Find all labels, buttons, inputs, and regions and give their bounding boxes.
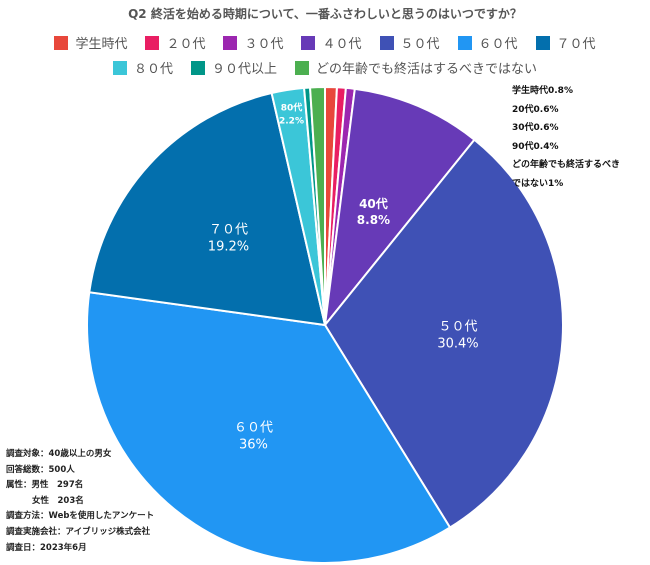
legend-swatch xyxy=(535,35,550,50)
survey-info-line: 調査対象：40歳以上の男女 xyxy=(6,449,112,459)
chart-title: Q2 終活を始める時期について、一番ふさわしいと思うのはいつですか？ xyxy=(128,7,522,21)
pie-slice-4[interactable] xyxy=(323,138,564,529)
legend-item-80s[interactable]: ８０代 xyxy=(112,58,173,77)
legend-item-40s[interactable]: ４０代 xyxy=(301,33,362,52)
pie-slice-9[interactable] xyxy=(308,85,326,326)
callout-line: 学生時代0.8% xyxy=(512,86,573,96)
legend-item-gakusei[interactable]: 学生時代 xyxy=(54,33,127,52)
legend-label: ９０代以上 xyxy=(211,62,277,77)
legend-item-50s[interactable]: ５０代 xyxy=(379,33,440,52)
legend-item-60s[interactable]: ６０代 xyxy=(457,33,518,52)
slice-value: 36% xyxy=(239,438,268,453)
callout-line: 30代0.6% xyxy=(512,123,559,133)
slice-value: 30.4% xyxy=(437,336,478,351)
legend-swatch xyxy=(301,35,316,50)
legend-label: どの年齢でも終活はするべきではない xyxy=(316,62,538,77)
legend-swatch xyxy=(457,35,472,50)
legend-label: ５０代 xyxy=(400,37,440,52)
legend-row-2: ８０代 ９０代以上 どの年齢でも終活はするべきではない xyxy=(0,58,650,77)
survey-info-line: 調査日：2023年6月 xyxy=(6,542,87,553)
legend-item-30s[interactable]: ３０代 xyxy=(223,33,283,52)
legend-swatch xyxy=(190,60,205,75)
survey-info-line: 女性 203名 xyxy=(32,495,84,506)
survey-info-line: 回答総数：500人 xyxy=(6,464,75,475)
legend-label: ６０代 xyxy=(478,37,518,52)
slice-label: 80代 xyxy=(281,101,303,113)
survey-info-line: 調査方法：Webを使用したアンケート xyxy=(6,511,155,522)
callout-line: 20代0.6% xyxy=(512,104,559,115)
slice-value: 19.2% xyxy=(208,240,249,255)
legend-label: ７０代 xyxy=(556,37,596,52)
pie-slice-6[interactable] xyxy=(88,91,327,327)
slice-value: 8.8% xyxy=(357,213,390,227)
callout-line: どの年齢でも終活するべき xyxy=(512,160,621,170)
legend-swatch xyxy=(223,35,238,50)
survey-info: 調査対象：40歳以上の男女 回答総数：500人 属性：男性 297名 女性 20… xyxy=(6,447,154,556)
legend-label: ２０代 xyxy=(166,37,206,52)
legend-item-90s-plus[interactable]: ９０代以上 xyxy=(190,58,277,77)
legend-swatch xyxy=(379,35,394,50)
legend-item-20s[interactable]: ２０代 xyxy=(145,33,205,52)
callout-line: 90代0.4% xyxy=(512,141,559,152)
slice-label: ５０代 xyxy=(439,319,478,334)
legend-label: ３０代 xyxy=(244,37,284,52)
survey-info-line: 属性：男性 297名 xyxy=(6,480,84,491)
legend-item-70s[interactable]: ７０代 xyxy=(535,33,596,52)
pie-slice-3[interactable] xyxy=(323,87,476,329)
small-slices-callout: 学生時代0.8% 20代0.6% 30代0.6% 90代0.4% どの年齢でも終… xyxy=(512,82,620,193)
legend-swatch xyxy=(54,35,69,50)
legend-label: ４０代 xyxy=(322,37,362,52)
legend-row-1: 学生時代 ２０代 ３０代 ４０代 ５０代 ６０代 ７０代 xyxy=(0,33,650,52)
survey-info-line: 調査実施会社：アイブリッジ株式会社 xyxy=(6,526,151,537)
legend-item-never[interactable]: どの年齢でも終活はするべきではない xyxy=(295,58,537,77)
legend-swatch xyxy=(145,35,160,50)
slice-label: ７０代 xyxy=(209,223,248,238)
legend-label: ８０代 xyxy=(133,62,173,77)
slice-label: ６０代 xyxy=(234,421,273,436)
legend-swatch xyxy=(295,60,309,75)
legend-label: 学生時代 xyxy=(75,37,128,52)
slice-value: 2.2% xyxy=(279,116,304,126)
legend-swatch xyxy=(112,60,127,75)
pie-slice-5[interactable] xyxy=(86,291,452,564)
slice-label: 40代 xyxy=(359,196,388,211)
callout-line: ではない1% xyxy=(512,178,564,189)
